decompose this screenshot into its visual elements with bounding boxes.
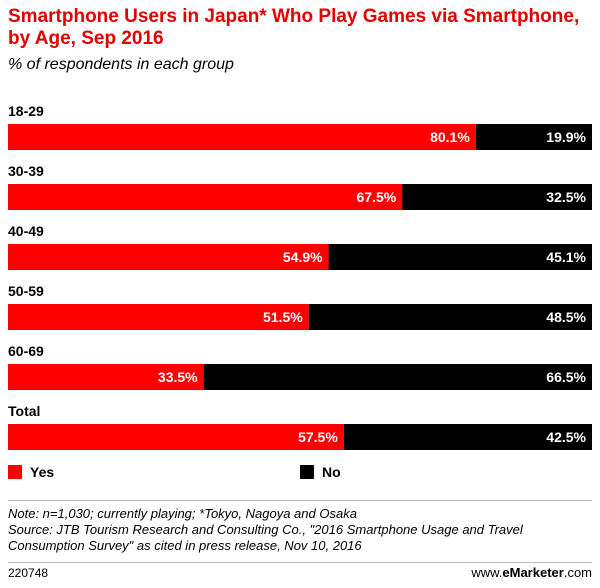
footer-divider xyxy=(8,562,592,563)
bar-yes-60-69 xyxy=(8,364,204,390)
stacked-bar-chart: 18-29 80.1% 19.9% 30-39 67.5% 32.5% 40-49 54.9%… xyxy=(8,103,592,450)
bar-no-30-39 xyxy=(402,184,592,210)
notes-divider xyxy=(8,500,592,501)
data-label-yes-total: 57.5% xyxy=(298,429,338,445)
data-label-no-60-69: 66.5% xyxy=(546,369,586,385)
category-label-60-69: 60-69 xyxy=(8,343,44,359)
bar-no-total xyxy=(343,424,592,450)
data-label-yes-40-49: 54.9% xyxy=(283,249,323,265)
bar-yes-total xyxy=(8,424,344,450)
brand-link[interactable]: www.eMarketer.com xyxy=(471,565,592,580)
bar-no-18-29 xyxy=(475,124,592,150)
category-label-18-29: 18-29 xyxy=(8,103,44,119)
bar-no-60-69 xyxy=(203,364,592,390)
bar-no-50-59 xyxy=(308,304,592,330)
legend-item-no: No xyxy=(300,464,341,480)
chart-notes: Note: n=1,030; currently playing; *Tokyo… xyxy=(8,506,596,554)
category-label-40-49: 40-49 xyxy=(8,223,44,239)
brand-prefix: www. xyxy=(471,565,503,580)
chart-subtitle: % of respondents in each group xyxy=(8,56,234,73)
category-label-total: Total xyxy=(8,403,40,419)
data-label-no-18-29: 19.9% xyxy=(546,129,586,145)
bar-yes-50-59 xyxy=(8,304,309,330)
data-label-no-50-59: 48.5% xyxy=(546,309,586,325)
brand-suffix: .com xyxy=(563,565,592,580)
brand-name: eMarketer xyxy=(502,565,564,580)
bar-yes-30-39 xyxy=(8,184,403,210)
note-text: Note: n=1,030; currently playing; *Tokyo… xyxy=(8,506,357,521)
data-label-yes-18-29: 80.1% xyxy=(430,129,470,145)
legend-label-yes: Yes xyxy=(30,464,55,480)
chart-title: Smartphone Users in Japan* Who Play Game… xyxy=(8,6,580,49)
legend-item-yes: Yes xyxy=(8,464,54,480)
category-label-30-39: 30-39 xyxy=(8,163,44,179)
data-label-yes-30-39: 67.5% xyxy=(356,189,396,205)
bar-yes-40-49 xyxy=(8,244,329,270)
legend-swatch-no xyxy=(300,465,314,479)
chart-id: 220748 xyxy=(8,566,49,580)
data-label-yes-50-59: 51.5% xyxy=(263,309,303,325)
data-label-yes-60-69: 33.5% xyxy=(158,369,198,385)
source-text: Source: JTB Tourism Research and Consult… xyxy=(8,522,523,553)
data-label-no-40-49: 45.1% xyxy=(546,249,586,265)
data-label-no-total: 42.5% xyxy=(546,429,586,445)
category-label-50-59: 50-59 xyxy=(8,283,44,299)
bar-no-40-49 xyxy=(328,244,592,270)
legend-label-no: No xyxy=(322,464,341,480)
data-label-no-30-39: 32.5% xyxy=(546,189,586,205)
legend-swatch-yes xyxy=(8,465,22,479)
bar-yes-18-29 xyxy=(8,124,476,150)
